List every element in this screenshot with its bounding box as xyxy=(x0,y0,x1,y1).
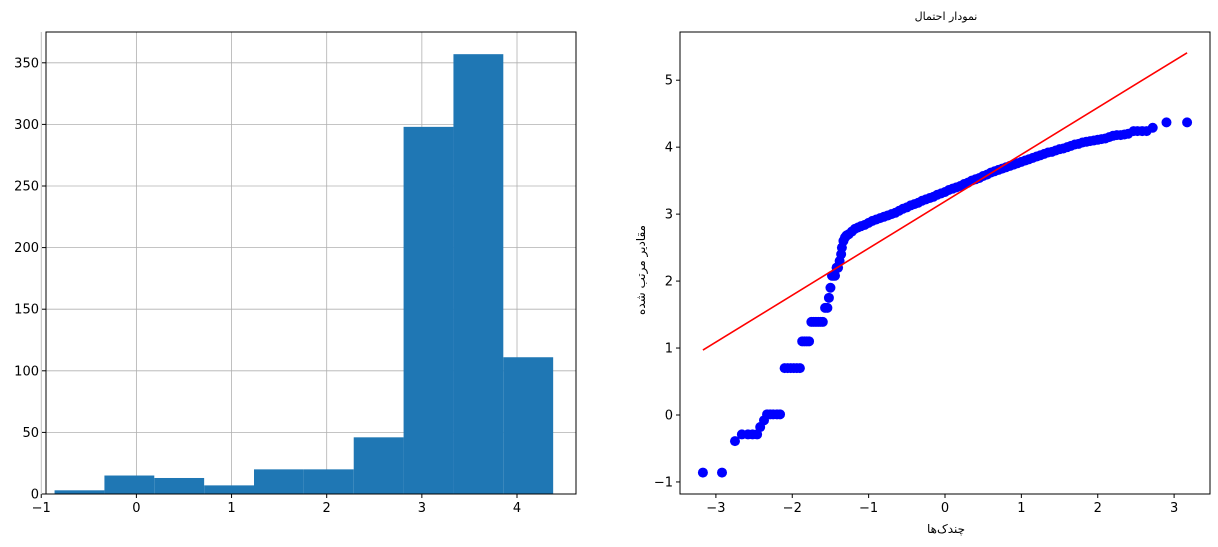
histogram-bar xyxy=(54,490,105,494)
y-tick-label: 200 xyxy=(14,241,39,256)
probability-plot-x-axis: −3 −2 −1 0 1 2 3 xyxy=(706,494,1178,516)
histogram-bar xyxy=(254,469,304,494)
y-tick-label: 150 xyxy=(14,303,39,318)
data-point xyxy=(1182,117,1193,128)
histogram-bar xyxy=(453,54,504,495)
y-tick-label: 50 xyxy=(22,426,39,441)
fit-line xyxy=(702,52,1188,351)
histogram-bar xyxy=(353,437,404,494)
x-tick-label: 2 xyxy=(323,501,331,516)
x-tick-label: −2 xyxy=(783,501,802,516)
y-tick-label: 350 xyxy=(14,56,39,71)
x-tick-label: −1 xyxy=(32,501,51,516)
probability-plot-panel: نمودار احتمال −3 −2 −1 0 1 2 3 −1 0 1 2 3 4 5 چندک‌ه… xyxy=(634,10,1211,536)
y-tick-label: 5 xyxy=(665,74,673,89)
x-tick-label: −3 xyxy=(706,501,725,516)
histogram-bar xyxy=(503,357,554,494)
data-point xyxy=(823,292,834,303)
probability-plot-points xyxy=(697,117,1193,478)
data-point xyxy=(817,316,828,327)
probability-plot-y-label: مقادیر مرتب شده xyxy=(634,225,649,315)
probability-plot-x-label: چندک‌ها xyxy=(927,522,965,536)
y-tick-label: −1 xyxy=(654,475,673,490)
y-tick-label: 100 xyxy=(14,364,39,379)
data-point xyxy=(697,467,708,478)
data-point xyxy=(1161,117,1172,128)
data-point xyxy=(775,409,786,420)
y-tick-label: 2 xyxy=(665,275,673,290)
x-tick-label: 0 xyxy=(941,501,949,516)
histogram-bar xyxy=(204,485,255,494)
y-tick-label: 250 xyxy=(14,180,39,195)
histogram-bar xyxy=(303,469,354,494)
histogram-frame xyxy=(45,31,577,495)
histogram-y-axis: 0 50 100 150 200 250 300 350 xyxy=(14,56,46,503)
x-tick-label: 3 xyxy=(418,501,426,516)
data-point xyxy=(804,336,815,347)
y-tick-label: 0 xyxy=(31,488,39,503)
x-tick-label: −1 xyxy=(859,501,878,516)
y-tick-label: 300 xyxy=(14,118,39,133)
data-point xyxy=(825,282,836,293)
data-point xyxy=(822,302,833,313)
x-tick-label: 1 xyxy=(227,501,235,516)
y-tick-label: 0 xyxy=(665,408,673,423)
histogram-bar xyxy=(403,126,454,494)
probability-plot-fit-line xyxy=(702,52,1188,351)
y-tick-label: 3 xyxy=(665,208,673,223)
histogram-x-axis: −1 0 1 2 3 4 xyxy=(32,494,521,516)
probability-plot-y-axis: −1 0 1 2 3 4 5 xyxy=(654,74,680,490)
histogram-bars xyxy=(54,54,554,495)
y-tick-label: 4 xyxy=(665,141,673,156)
x-tick-label: 0 xyxy=(132,501,140,516)
x-tick-label: 3 xyxy=(1170,501,1178,516)
x-tick-label: 1 xyxy=(1017,501,1025,516)
data-point xyxy=(729,436,740,447)
data-point xyxy=(1147,122,1158,133)
x-tick-label: 2 xyxy=(1094,501,1102,516)
probability-plot-title: نمودار احتمال xyxy=(915,10,978,23)
y-tick-label: 1 xyxy=(665,342,673,357)
histogram-bar xyxy=(154,477,205,494)
data-point xyxy=(717,467,728,478)
data-point xyxy=(794,363,805,374)
x-tick-label: 4 xyxy=(513,501,521,516)
data-point xyxy=(830,270,841,281)
histogram-bar xyxy=(104,475,155,494)
